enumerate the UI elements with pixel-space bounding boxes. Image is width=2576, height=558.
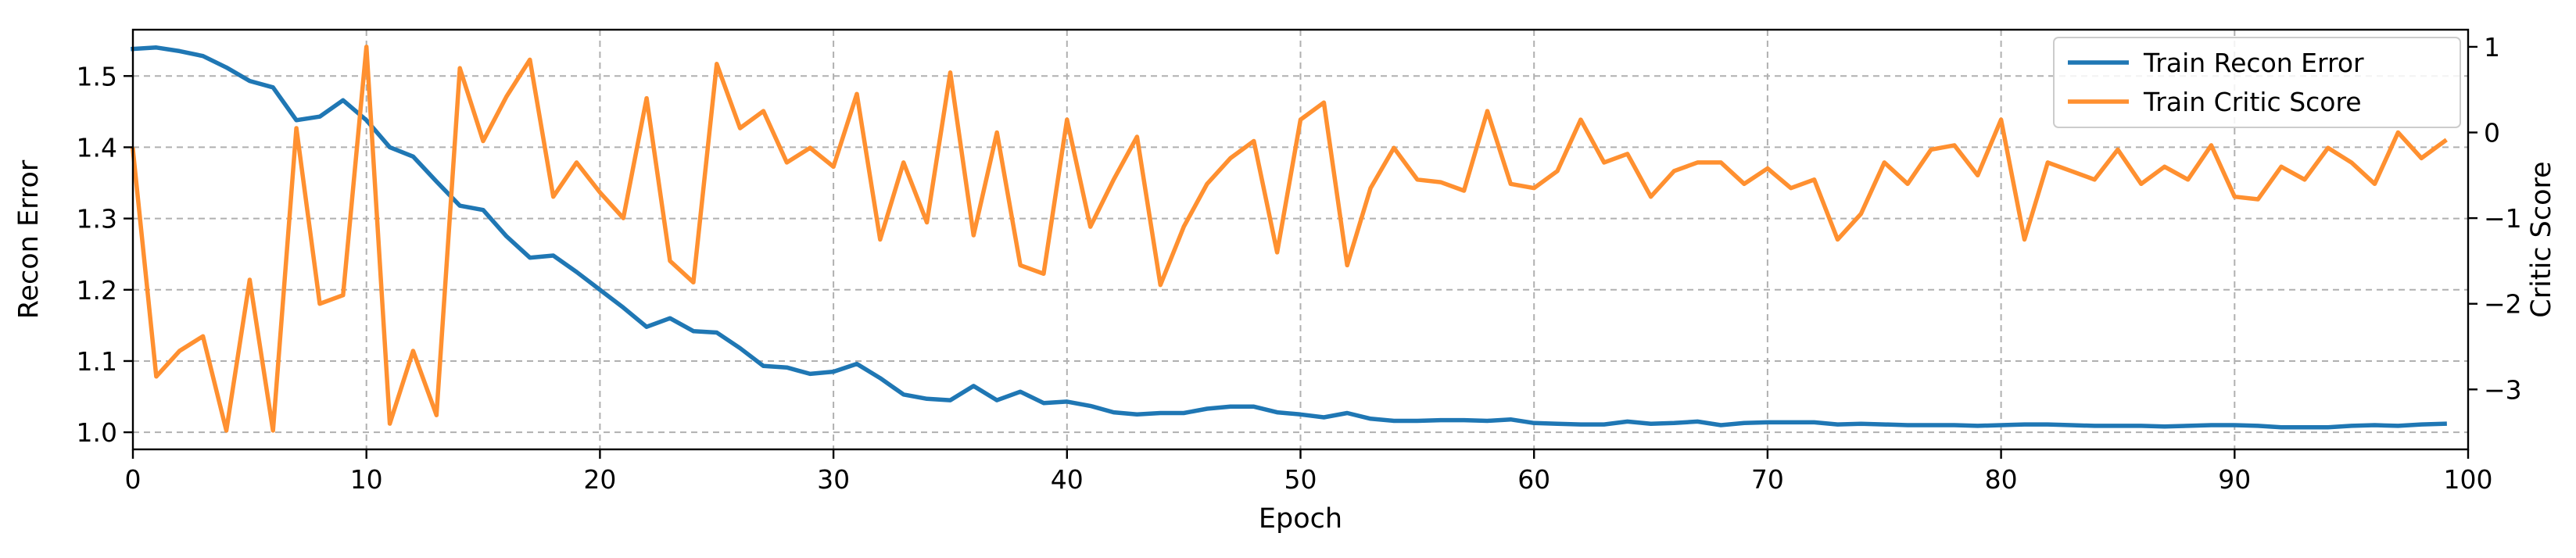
y-right-tick-label: 1 [2484, 32, 2500, 63]
x-tick-label: 70 [1751, 464, 1784, 495]
x-tick-label: 80 [1985, 464, 2018, 495]
x-tick-label: 60 [1517, 464, 1550, 495]
y-left-tick-label: 1.0 [77, 417, 117, 448]
x-axis-label: Epoch [1259, 503, 1342, 535]
x-tick-label: 10 [350, 464, 383, 495]
series-line-critic-score [130, 45, 2448, 433]
legend: Train Recon Error Train Critic Score [2053, 37, 2461, 128]
y-right-tick-label: −1 [2484, 203, 2522, 234]
y-left-tick-label: 1.5 [77, 61, 117, 91]
series-line-recon-error [131, 45, 2447, 430]
y-left-tick-label: 1.1 [77, 346, 117, 377]
x-tick-label: 20 [583, 464, 616, 495]
y-left-tick-label: 1.2 [77, 275, 117, 306]
axis-ticks: 0 10 20 30 40 50 60 70 80 90 1001.01.11.21.31.41.5… [77, 32, 2522, 495]
y-left-tick-label: 1.3 [77, 204, 117, 234]
legend-box [2053, 37, 2461, 128]
y-left-tick-label: 1.4 [77, 132, 117, 163]
y-right-tick-label: 0 [2484, 118, 2500, 148]
legend-label: Train Critic Score [2143, 87, 2362, 117]
x-tick-label: 100 [2444, 464, 2493, 495]
x-tick-label: 40 [1051, 464, 1084, 495]
x-tick-label: 0 [125, 464, 142, 495]
y-left-axis-label: Recon Error [13, 159, 45, 319]
x-tick-label: 30 [817, 464, 850, 495]
legend-label: Train Recon Error [2143, 48, 2364, 78]
series-lines [130, 45, 2448, 433]
x-tick-label: 90 [2218, 464, 2251, 495]
y-right-tick-label: −2 [2484, 289, 2522, 320]
y-right-axis-label: Critic Score [2526, 161, 2557, 317]
x-tick-label: 50 [1284, 464, 1317, 495]
y-right-tick-label: −3 [2484, 374, 2522, 405]
